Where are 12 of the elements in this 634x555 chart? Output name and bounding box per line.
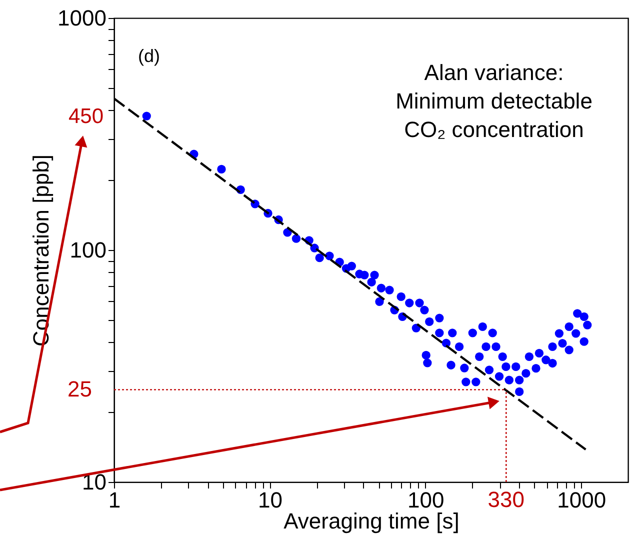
x-tick-label: 1 (108, 488, 121, 512)
annotation: (d) (138, 46, 160, 66)
y-tick-label: 100 (70, 238, 106, 262)
y-tick-label: 10 (82, 470, 106, 494)
annotation: Alan variance: Minimum detectable CO₂ concentration (396, 60, 592, 142)
x-tick-label: 10 (258, 488, 282, 512)
y-axis-title: Concentration [ppb] (28, 154, 54, 347)
x-tick-label: 1000 (557, 488, 606, 512)
y-tick-label: 1000 (58, 6, 106, 30)
ref-line-label: 330 (488, 487, 525, 512)
ref-line-label: 25 (68, 376, 92, 402)
text: 450 (68, 105, 104, 128)
